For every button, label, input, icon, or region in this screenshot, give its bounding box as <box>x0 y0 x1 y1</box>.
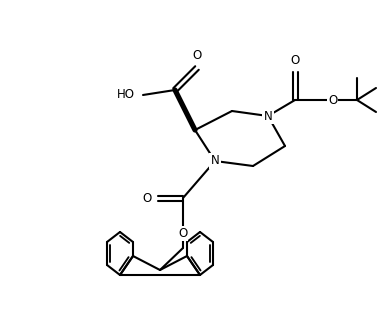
Text: N: N <box>264 110 272 122</box>
Text: HO: HO <box>117 88 135 101</box>
Text: O: O <box>328 94 337 107</box>
Text: N: N <box>211 155 219 168</box>
Text: O: O <box>179 227 188 240</box>
Text: O: O <box>290 54 300 67</box>
Text: O: O <box>192 49 202 62</box>
Text: O: O <box>143 191 152 204</box>
